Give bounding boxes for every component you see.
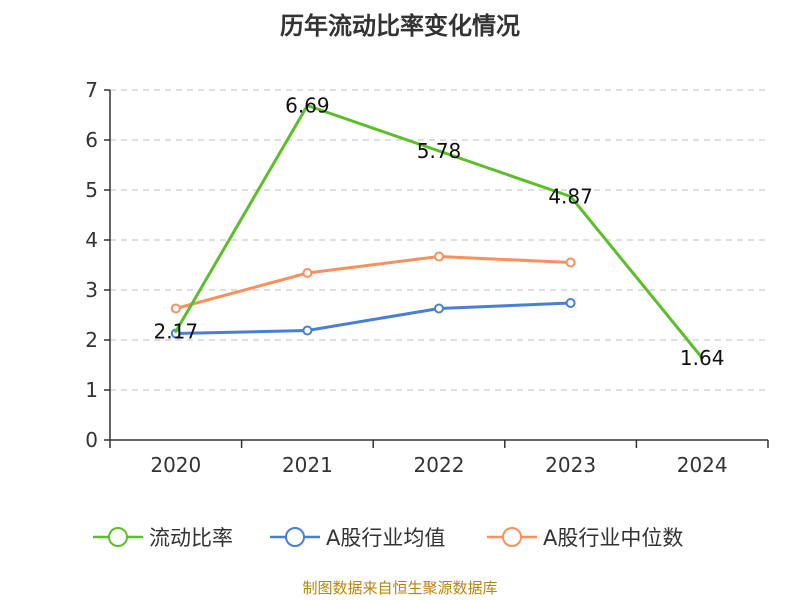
y-tick-label: 6 [85, 128, 98, 152]
chart-title: 历年流动比率变化情况 [280, 12, 520, 40]
y-tick-label: 5 [85, 178, 98, 202]
x-tick-label: 2021 [282, 453, 333, 477]
x-tick-label: 2020 [150, 453, 201, 477]
x-tick-label: 2022 [414, 453, 465, 477]
series-line [174, 104, 704, 360]
legend-item-current-ratio[interactable]: 流动比率 [93, 519, 233, 555]
data-point [565, 298, 576, 308]
data-label: 2.17 [154, 320, 199, 344]
legend-item-industry-median[interactable]: A股行业中位数 [487, 519, 683, 555]
y-tick-label: 0 [85, 428, 98, 452]
data-label: 5.78 [417, 139, 462, 163]
series-line [174, 255, 573, 310]
data-point [302, 268, 313, 278]
data-point [565, 257, 576, 268]
legend-label: A股行业均值 [326, 526, 446, 550]
data-point [434, 303, 444, 314]
legend-line-orange-icon [487, 527, 537, 547]
y-tick-label: 1 [85, 378, 98, 402]
data-point [170, 303, 181, 314]
legend-line-blue-icon [270, 527, 320, 547]
data-label: 6.69 [285, 94, 330, 118]
series-line [174, 301, 573, 335]
legend-label: A股行业中位数 [543, 526, 684, 550]
data-point [302, 325, 313, 336]
legend: 流动比率 A股行业均值 A股行业中位数 [0, 519, 800, 555]
legend-line-green-icon [93, 527, 143, 547]
y-tick-label: 2 [85, 328, 98, 352]
data-labels: 2.17 6.69 5.78 4.87 1.64 [154, 94, 725, 371]
y-tick-label: 3 [85, 278, 98, 302]
y-tick-label: 7 [85, 78, 98, 102]
data-label: 4.87 [548, 185, 593, 209]
x-tick-label: 2023 [545, 453, 596, 477]
x-tick-label: 2024 [677, 453, 728, 477]
series-lines [170, 104, 704, 360]
axes: 0 1 2 3 4 5 6 7 2020 2021 2022 2023 2024 [85, 78, 769, 477]
data-point [434, 251, 444, 262]
legend-label: 流动比率 [149, 526, 233, 550]
y-tick-label: 4 [85, 228, 98, 252]
data-label: 1.64 [680, 346, 725, 370]
source-note: 制图数据来自恒生聚源数据库 [302, 579, 498, 597]
grid-lines [110, 89, 768, 391]
legend-item-industry-mean[interactable]: A股行业均值 [270, 519, 445, 555]
